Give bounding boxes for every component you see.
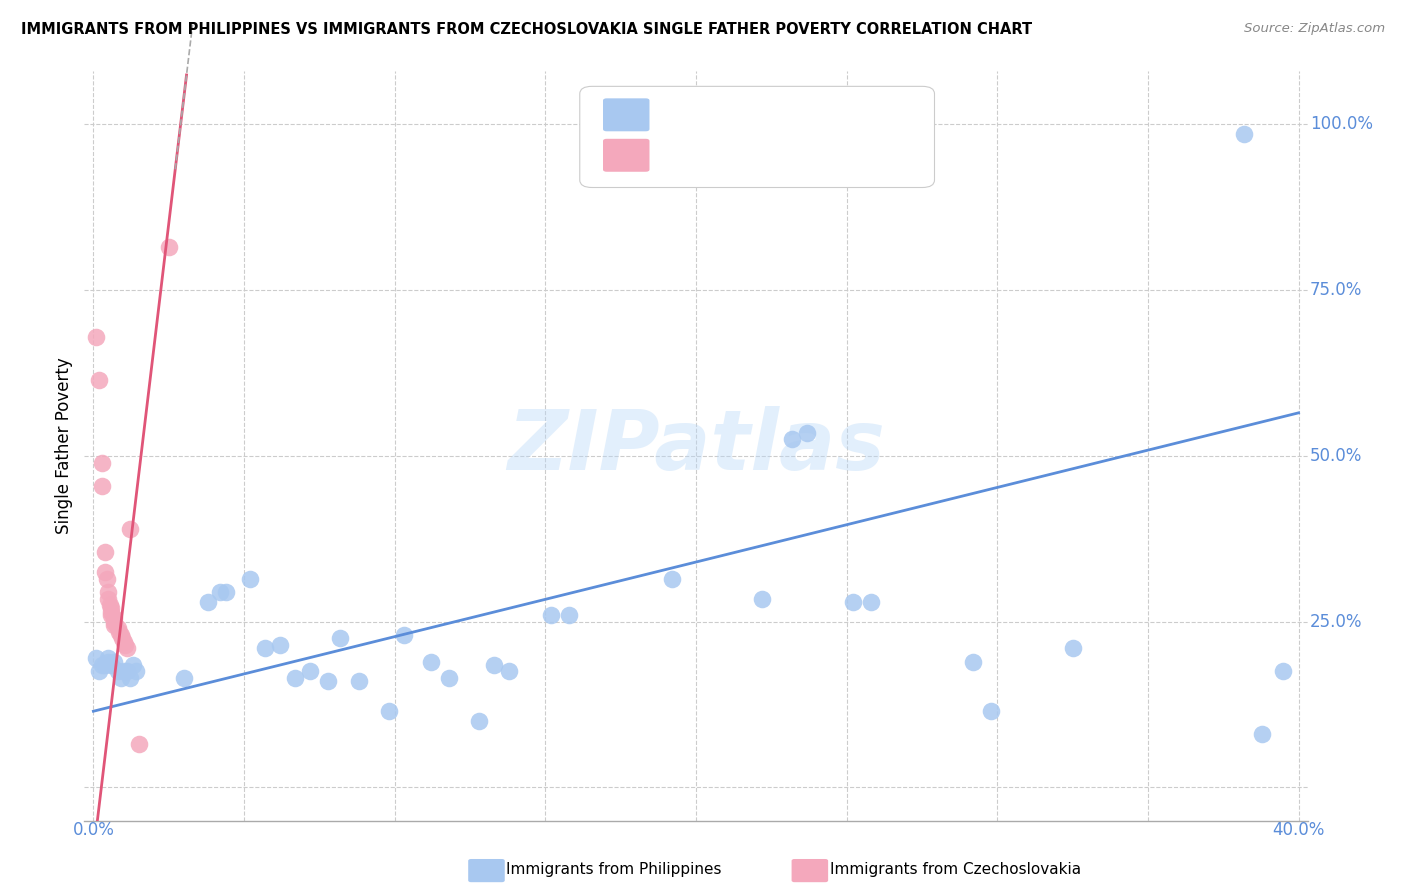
Point <box>118 671 141 685</box>
Point <box>1062 641 1084 656</box>
Point <box>97 655 120 669</box>
Point <box>1233 128 1256 142</box>
Text: Immigrants from Philippines: Immigrants from Philippines <box>506 863 721 877</box>
Text: R =: R = <box>659 146 696 164</box>
Point <box>112 634 135 648</box>
Point <box>215 585 238 599</box>
Text: 26: 26 <box>831 146 853 164</box>
Text: Source: ZipAtlas.com: Source: ZipAtlas.com <box>1244 22 1385 36</box>
Point <box>100 605 122 619</box>
Text: 45: 45 <box>831 106 853 124</box>
Point <box>103 615 125 629</box>
Point <box>208 585 231 599</box>
Point <box>859 595 882 609</box>
Point <box>89 373 111 387</box>
Text: N =: N = <box>782 106 818 124</box>
Point <box>392 628 415 642</box>
Text: 25.0%: 25.0% <box>1310 613 1362 631</box>
Point <box>100 608 122 623</box>
Point <box>97 591 120 606</box>
Point <box>112 665 135 679</box>
Point <box>962 655 984 669</box>
Point <box>661 572 683 586</box>
Point <box>796 425 818 440</box>
Text: 75.0%: 75.0% <box>1310 281 1362 299</box>
Y-axis label: Single Father Poverty: Single Father Poverty <box>55 358 73 534</box>
Point <box>96 572 118 586</box>
Point <box>86 651 108 665</box>
Point <box>94 657 117 672</box>
Point <box>284 671 307 685</box>
Point <box>98 598 121 612</box>
Point <box>118 522 141 536</box>
Point <box>91 456 114 470</box>
Text: 100.0%: 100.0% <box>1310 115 1374 134</box>
Text: 50.0%: 50.0% <box>1310 447 1362 465</box>
Text: IMMIGRANTS FROM PHILIPPINES VS IMMIGRANTS FROM CZECHOSLOVAKIA SINGLE FATHER POVE: IMMIGRANTS FROM PHILIPPINES VS IMMIGRANT… <box>21 22 1032 37</box>
Point <box>347 674 370 689</box>
Point <box>558 608 581 623</box>
Point <box>111 632 134 646</box>
Point <box>329 632 352 646</box>
Point <box>419 655 441 669</box>
Point <box>100 601 122 615</box>
Point <box>841 595 863 609</box>
Text: 0.645: 0.645 <box>709 146 761 164</box>
FancyBboxPatch shape <box>579 87 935 187</box>
Point <box>482 657 505 672</box>
Point <box>318 674 340 689</box>
Point <box>103 655 125 669</box>
Point <box>1272 665 1295 679</box>
Point <box>468 714 491 728</box>
Point <box>540 608 562 623</box>
Point <box>269 638 291 652</box>
Text: 0.436: 0.436 <box>709 106 761 124</box>
Point <box>103 611 125 625</box>
Point <box>437 671 460 685</box>
Point <box>254 641 277 656</box>
Point <box>124 665 146 679</box>
Point <box>751 591 773 606</box>
FancyBboxPatch shape <box>603 139 650 172</box>
Point <box>94 565 117 579</box>
Point <box>91 479 114 493</box>
Point <box>239 572 262 586</box>
Point <box>110 671 132 685</box>
Point <box>114 638 136 652</box>
Point <box>377 704 399 718</box>
Point <box>107 621 129 635</box>
Point <box>97 651 120 665</box>
Text: 40.0%: 40.0% <box>1272 821 1324 838</box>
Point <box>103 618 125 632</box>
Point <box>1251 727 1274 741</box>
Text: R =: R = <box>659 106 696 124</box>
Point <box>107 665 129 679</box>
Point <box>197 595 219 609</box>
Point <box>97 585 120 599</box>
Point <box>157 240 180 254</box>
FancyBboxPatch shape <box>603 98 650 131</box>
Point <box>89 665 111 679</box>
Point <box>94 545 117 559</box>
Point <box>498 665 520 679</box>
Point <box>91 657 114 672</box>
Point <box>128 738 150 752</box>
Point <box>100 657 122 672</box>
Point <box>108 624 131 639</box>
Point <box>173 671 195 685</box>
Text: N =: N = <box>782 146 818 164</box>
Text: 0.0%: 0.0% <box>73 821 114 838</box>
Point <box>121 657 143 672</box>
Point <box>115 641 138 656</box>
Point <box>86 329 108 343</box>
Point <box>110 628 132 642</box>
Text: Immigrants from Czechoslovakia: Immigrants from Czechoslovakia <box>830 863 1081 877</box>
Text: ZIPatlas: ZIPatlas <box>508 406 884 486</box>
Point <box>299 665 322 679</box>
Point <box>782 433 804 447</box>
Point <box>980 704 1002 718</box>
Point <box>115 665 138 679</box>
